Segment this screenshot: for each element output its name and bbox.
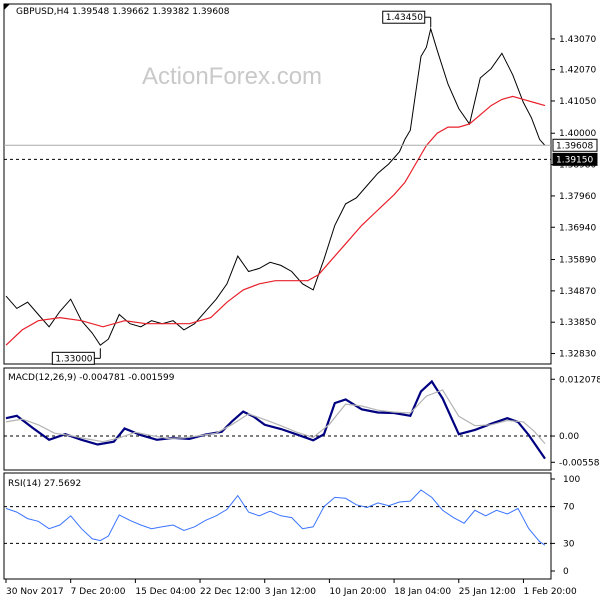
chart-header: GBPUSD,H4 1.39548 1.39662 1.39382 1.3960… xyxy=(16,7,230,17)
x-tick-label: 22 Dec 12:00 xyxy=(200,587,261,597)
price-y-tick-label: 1.34870 xyxy=(559,287,596,297)
moving-average-line xyxy=(5,95,546,346)
price-y-tick-label: 1.32830 xyxy=(559,350,596,360)
high-annotation-label: 1.43450 xyxy=(386,13,423,23)
price-y-tick-label: 1.42070 xyxy=(559,66,596,76)
price-y-tick-label: 1.37960 xyxy=(559,192,596,202)
x-tick-label: 30 Nov 2017 xyxy=(6,587,64,597)
x-tick-label: 1 Feb 20:00 xyxy=(523,587,577,597)
rsi-panel xyxy=(3,472,552,580)
rsi-y-tick-label: 0 xyxy=(563,567,569,577)
price-level-label: 1.39150 xyxy=(556,155,593,165)
x-tick-label: 7 Dec 20:00 xyxy=(71,587,126,597)
macd-panel xyxy=(3,367,552,471)
price-panel xyxy=(3,3,552,365)
panel-corner-icon xyxy=(4,4,10,10)
rsi-line xyxy=(5,489,546,546)
rsi-y-tick-label: 70 xyxy=(563,503,575,513)
macd-signal-line xyxy=(5,389,546,444)
price-y-tick-label: 1.35890 xyxy=(559,256,596,266)
header-ohlc: 1.39548 1.39662 1.39382 1.39608 xyxy=(72,7,230,17)
watermark: ActionForex.com xyxy=(142,63,322,90)
x-tick-label: 15 Dec 04:00 xyxy=(135,587,196,597)
x-tick-label: 10 Jan 20:00 xyxy=(329,587,386,597)
price-y-tick-label: 1.43070 xyxy=(559,35,596,45)
rsi-y-tick-label: 30 xyxy=(563,539,575,549)
price-y-tick-label: 1.33850 xyxy=(559,318,596,328)
macd-y-tick-label: 0.00 xyxy=(559,432,579,442)
price-y-tick-label: 1.36940 xyxy=(559,223,596,233)
rsi-title: RSI(14) 27.5692 xyxy=(8,479,81,489)
price-level-box xyxy=(552,138,598,152)
x-tick-label: 3 Jan 12:00 xyxy=(265,587,317,597)
price-level-box xyxy=(552,152,598,166)
x-tick-label: 25 Jan 12:00 xyxy=(459,587,516,597)
x-tick-label: 18 Jan 04:00 xyxy=(394,587,451,597)
header-symbol: GBPUSD,H4 xyxy=(16,7,69,17)
rsi-y-tick-label: 100 xyxy=(563,475,580,485)
macd-title: MACD(12,26,9) -0.004781 -0.001599 xyxy=(8,373,175,383)
low-annotation-label: 1.33000 xyxy=(55,354,92,364)
price-y-tick-label: 1.40000 xyxy=(559,129,596,139)
macd-y-tick-label: 0.012078 xyxy=(559,375,600,385)
price-series-line xyxy=(5,26,546,346)
macd-line xyxy=(5,379,546,460)
price-level-label: 1.39608 xyxy=(556,141,593,151)
macd-y-tick-label: -0.005584 xyxy=(559,458,600,468)
price-y-tick-label: 1.41050 xyxy=(559,97,596,107)
